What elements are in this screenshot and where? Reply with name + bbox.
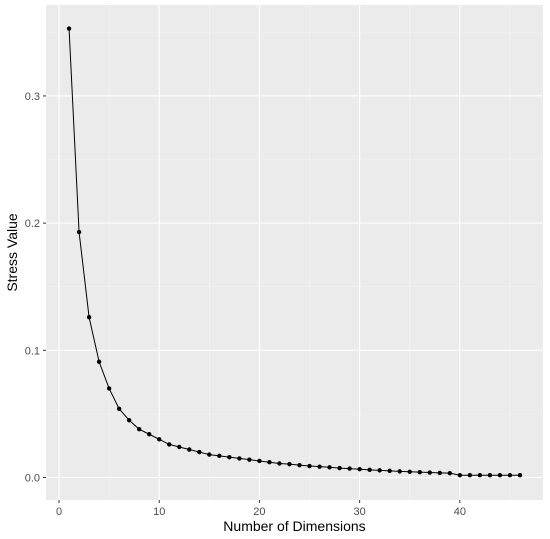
data-point: [267, 460, 272, 465]
data-point: [407, 469, 412, 474]
major-gridlines: [46, 5, 543, 500]
data-point: [447, 470, 453, 476]
data-point: [197, 449, 202, 455]
data-point: [157, 437, 162, 442]
data-point: [227, 454, 232, 460]
data-point: [307, 463, 312, 469]
data-point: [247, 457, 252, 462]
data-point: [167, 442, 172, 447]
data-point: [327, 465, 332, 470]
data-point: [417, 469, 422, 475]
x-axis-title: Number of Dimensions: [223, 518, 365, 534]
data-point: [177, 444, 182, 450]
series-points: [66, 26, 523, 478]
data-point: [277, 461, 282, 466]
data-point: [297, 462, 302, 468]
x-tick-label: 40: [454, 506, 466, 518]
data-point: [477, 472, 483, 478]
y-tick-label: 0.0: [25, 472, 40, 484]
y-tick-labels: 0.0 0.1 0.2 0.3: [25, 91, 40, 485]
x-tick-label: 10: [153, 506, 165, 518]
data-point: [397, 469, 402, 474]
x-tick-label: 0: [56, 506, 62, 518]
y-tick-label: 0.3: [25, 91, 40, 103]
data-point: [237, 456, 242, 461]
data-point: [96, 359, 102, 364]
data-point: [76, 229, 82, 235]
data-point: [497, 472, 503, 478]
x-tick-labels: 0 10 20 30 40: [56, 506, 466, 518]
data-point: [367, 467, 372, 473]
y-axis-title: Stress Value: [4, 213, 20, 292]
data-point: [437, 470, 442, 476]
minor-gridlines: [46, 5, 543, 500]
y-tick-label: 0.2: [25, 218, 40, 230]
data-point: [86, 315, 92, 320]
axis-ticks: [43, 95, 461, 503]
data-point: [126, 418, 132, 423]
plot-panel: [46, 5, 543, 500]
data-point: [377, 468, 382, 473]
data-point: [517, 472, 523, 478]
y-tick-label: 0.1: [25, 345, 40, 357]
data-point: [187, 447, 192, 452]
series-line: [68, 28, 520, 476]
data-point: [147, 432, 152, 437]
x-tick-label: 30: [354, 506, 366, 518]
data-point: [106, 386, 112, 391]
data-point: [457, 472, 463, 478]
data-point: [257, 458, 262, 464]
data-point: [207, 452, 212, 457]
data-point: [136, 426, 142, 432]
data-point: [116, 406, 122, 412]
data-point: [467, 472, 473, 478]
data-point: [387, 468, 392, 474]
data-point: [66, 26, 72, 31]
data-point: [317, 464, 322, 469]
data-point: [337, 465, 342, 471]
data-point: [487, 472, 493, 478]
data-point: [507, 472, 513, 478]
data-point: [357, 467, 362, 472]
data-point: [287, 461, 292, 467]
data-point: [217, 453, 222, 459]
data-point: [427, 470, 432, 475]
x-tick-label: 20: [253, 506, 265, 518]
data-point: [347, 466, 352, 471]
